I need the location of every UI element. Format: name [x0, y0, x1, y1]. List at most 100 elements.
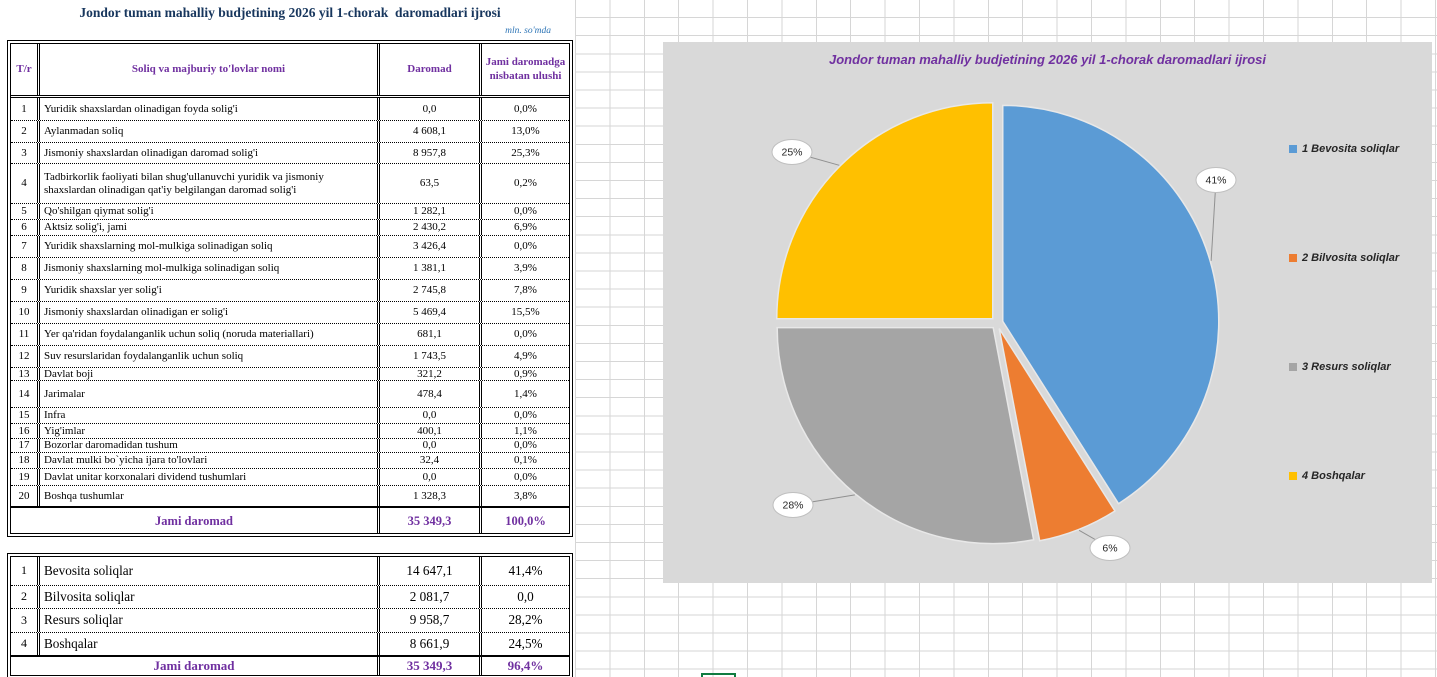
data-label-bubble[interactable]	[1089, 535, 1131, 561]
cell-n[interactable]: 20	[18, 489, 30, 502]
cell-n[interactable]: 10	[18, 306, 30, 319]
cell-income[interactable]: 4 608,1	[377, 121, 479, 142]
cell-name[interactable]: Infra	[37, 408, 377, 423]
cell-share[interactable]: 3,8%	[479, 486, 569, 506]
cell-income[interactable]: 63,5	[377, 164, 479, 203]
cell-share[interactable]: 6,9%	[479, 220, 569, 235]
data-label-bubble[interactable]	[771, 139, 813, 165]
total-label[interactable]: Jami daromad	[155, 513, 233, 528]
cell-name[interactable]: Bozorlar daromadidan tushum	[37, 439, 377, 452]
cell-income[interactable]: 2 081,7	[377, 586, 479, 608]
cell-n[interactable]: 2	[21, 125, 27, 138]
legend-item-3[interactable]: 3 Resurs soliqlar	[1289, 361, 1391, 373]
legend-item-4[interactable]: 4 Boshqalar	[1289, 470, 1365, 482]
cell-income[interactable]: 681,1	[377, 324, 479, 345]
cell-income[interactable]: 478,4	[377, 381, 479, 407]
sheet-title[interactable]: Jondor tuman mahalliy budjetining 2026 y…	[79, 5, 501, 20]
cell-share[interactable]: 13,0%	[479, 121, 569, 142]
cell-name[interactable]: Yer qa'ridan foydalanganlik uchun soliq …	[37, 324, 377, 345]
legend-item-1[interactable]: 1 Bevosita soliqlar	[1289, 143, 1399, 155]
cell-name[interactable]: Yuridik shaxslardan olinadigan foyda sol…	[37, 98, 377, 120]
cell-share[interactable]: 1,4%	[479, 381, 569, 407]
cell-income[interactable]: 0,0	[377, 439, 479, 452]
cell-n[interactable]: 1	[21, 102, 27, 115]
cell-name[interactable]: Qo'shilgan qiymat solig'i	[37, 204, 377, 219]
total-income[interactable]: 35 349,3	[377, 508, 479, 533]
cell-name[interactable]: Jismoniy shaxslardan olinadigan daromad …	[37, 143, 377, 163]
cell-name[interactable]: Jismoniy shaxslarning mol-mulkiga solina…	[37, 258, 377, 279]
cell-n[interactable]: 11	[18, 328, 30, 341]
cell-name[interactable]: Davlat mulki bo`yicha ijara to'lovlari	[37, 453, 377, 468]
cell-name[interactable]: Boshqa tushumlar	[37, 486, 377, 506]
pie-slice-2[interactable]	[998, 328, 1116, 542]
cell-income[interactable]: 3 426,4	[377, 236, 479, 257]
unit-note[interactable]: mln. so'mda	[505, 26, 551, 36]
pie-slice-1[interactable]	[1002, 104, 1220, 505]
cell-name[interactable]: Davlat boji	[37, 368, 377, 380]
cell-n[interactable]: 16	[18, 424, 30, 437]
total-income[interactable]: 35 349,3	[377, 657, 479, 675]
cell-n[interactable]: 4	[21, 177, 27, 190]
cell-n[interactable]: 12	[18, 350, 30, 363]
cell-n[interactable]: 3	[21, 612, 27, 627]
cell-share[interactable]: 0,0%	[479, 98, 569, 120]
data-label-bubble[interactable]	[772, 492, 814, 518]
cell-name[interactable]: Yuridik shaxslarning mol-mulkiga solinad…	[37, 236, 377, 257]
cell-n[interactable]: 3	[21, 146, 27, 159]
cell-share[interactable]: 24,5%	[479, 633, 569, 655]
cell-income[interactable]: 1 743,5	[377, 346, 479, 367]
cell-income[interactable]: 2 430,2	[377, 220, 479, 235]
cell-share[interactable]: 0,0	[479, 586, 569, 608]
cell-share[interactable]: 15,5%	[479, 302, 569, 323]
cell-name[interactable]: Resurs soliqlar	[37, 609, 377, 632]
cell-n[interactable]: 18	[18, 454, 30, 467]
cell-name[interactable]: Boshqalar	[37, 633, 377, 655]
cell-share[interactable]: 0,2%	[479, 164, 569, 203]
data-label-bubble[interactable]	[1195, 167, 1237, 193]
cell-share[interactable]: 28,2%	[479, 609, 569, 632]
cell-income[interactable]: 2 745,8	[377, 280, 479, 301]
pie-slice-3[interactable]	[776, 326, 1035, 545]
cell-n[interactable]: 2	[21, 589, 27, 604]
cell-n[interactable]: 5	[21, 205, 27, 218]
cell-income[interactable]: 1 282,1	[377, 204, 479, 219]
total-label[interactable]: Jami daromad	[153, 657, 235, 673]
cell-share[interactable]: 0,9%	[479, 368, 569, 380]
cell-name[interactable]: Tadbirkorlik faoliyati bilan shug'ullanu…	[37, 164, 377, 203]
cell-income[interactable]: 1 381,1	[377, 258, 479, 279]
cell-share[interactable]: 0,0%	[479, 324, 569, 345]
cell-share[interactable]: 0,1%	[479, 453, 569, 468]
cell-n[interactable]: 19	[18, 470, 30, 483]
cell-income[interactable]: 0,0	[377, 98, 479, 120]
pie-plot-area[interactable]: 41% 6% 28% 25%	[663, 42, 1432, 583]
cell-share[interactable]: 4,9%	[479, 346, 569, 367]
cell-name[interactable]: Jarimalar	[37, 381, 377, 407]
cell-n[interactable]: 6	[21, 221, 27, 234]
cell-share[interactable]: 25,3%	[479, 143, 569, 163]
cell-income[interactable]: 1 328,3	[377, 486, 479, 506]
cell-share[interactable]: 0,0%	[479, 204, 569, 219]
total-share[interactable]: 96,4%	[479, 657, 569, 675]
chart-title[interactable]: Jondor tuman mahalliy budjetining 2026 y…	[828, 52, 1267, 67]
cell-n[interactable]: 13	[18, 368, 30, 380]
cell-income[interactable]: 32,4	[377, 453, 479, 468]
cell-name[interactable]: Yig'imlar	[37, 424, 377, 438]
cell-n[interactable]: 7	[21, 240, 27, 253]
cell-income[interactable]: 8 661,9	[377, 633, 479, 655]
cell-name[interactable]: Yuridik shaxslar yer solig'i	[37, 280, 377, 301]
cell-n[interactable]: 9	[21, 284, 27, 297]
cell-share[interactable]: 3,9%	[479, 258, 569, 279]
cell-name[interactable]: Bevosita soliqlar	[37, 557, 377, 585]
cell-n[interactable]: 15	[18, 409, 30, 422]
cell-share[interactable]: 7,8%	[479, 280, 569, 301]
cell-share[interactable]: 1,1%	[479, 424, 569, 438]
pie-chart[interactable]: 41% 6% 28% 25% Jondor tuman mahalliy budjet…	[663, 42, 1432, 583]
cell-share[interactable]: 0,0%	[479, 236, 569, 257]
cell-n[interactable]: 17	[18, 439, 30, 452]
cell-n[interactable]: 14	[18, 387, 30, 400]
cell-n[interactable]: 4	[21, 636, 27, 651]
cell-share[interactable]: 0,0%	[479, 408, 569, 423]
cell-share[interactable]: 0,0%	[479, 439, 569, 452]
cell-n[interactable]: 8	[21, 262, 27, 275]
legend-item-2[interactable]: 2 Bilvosita soliqlar	[1289, 252, 1399, 264]
